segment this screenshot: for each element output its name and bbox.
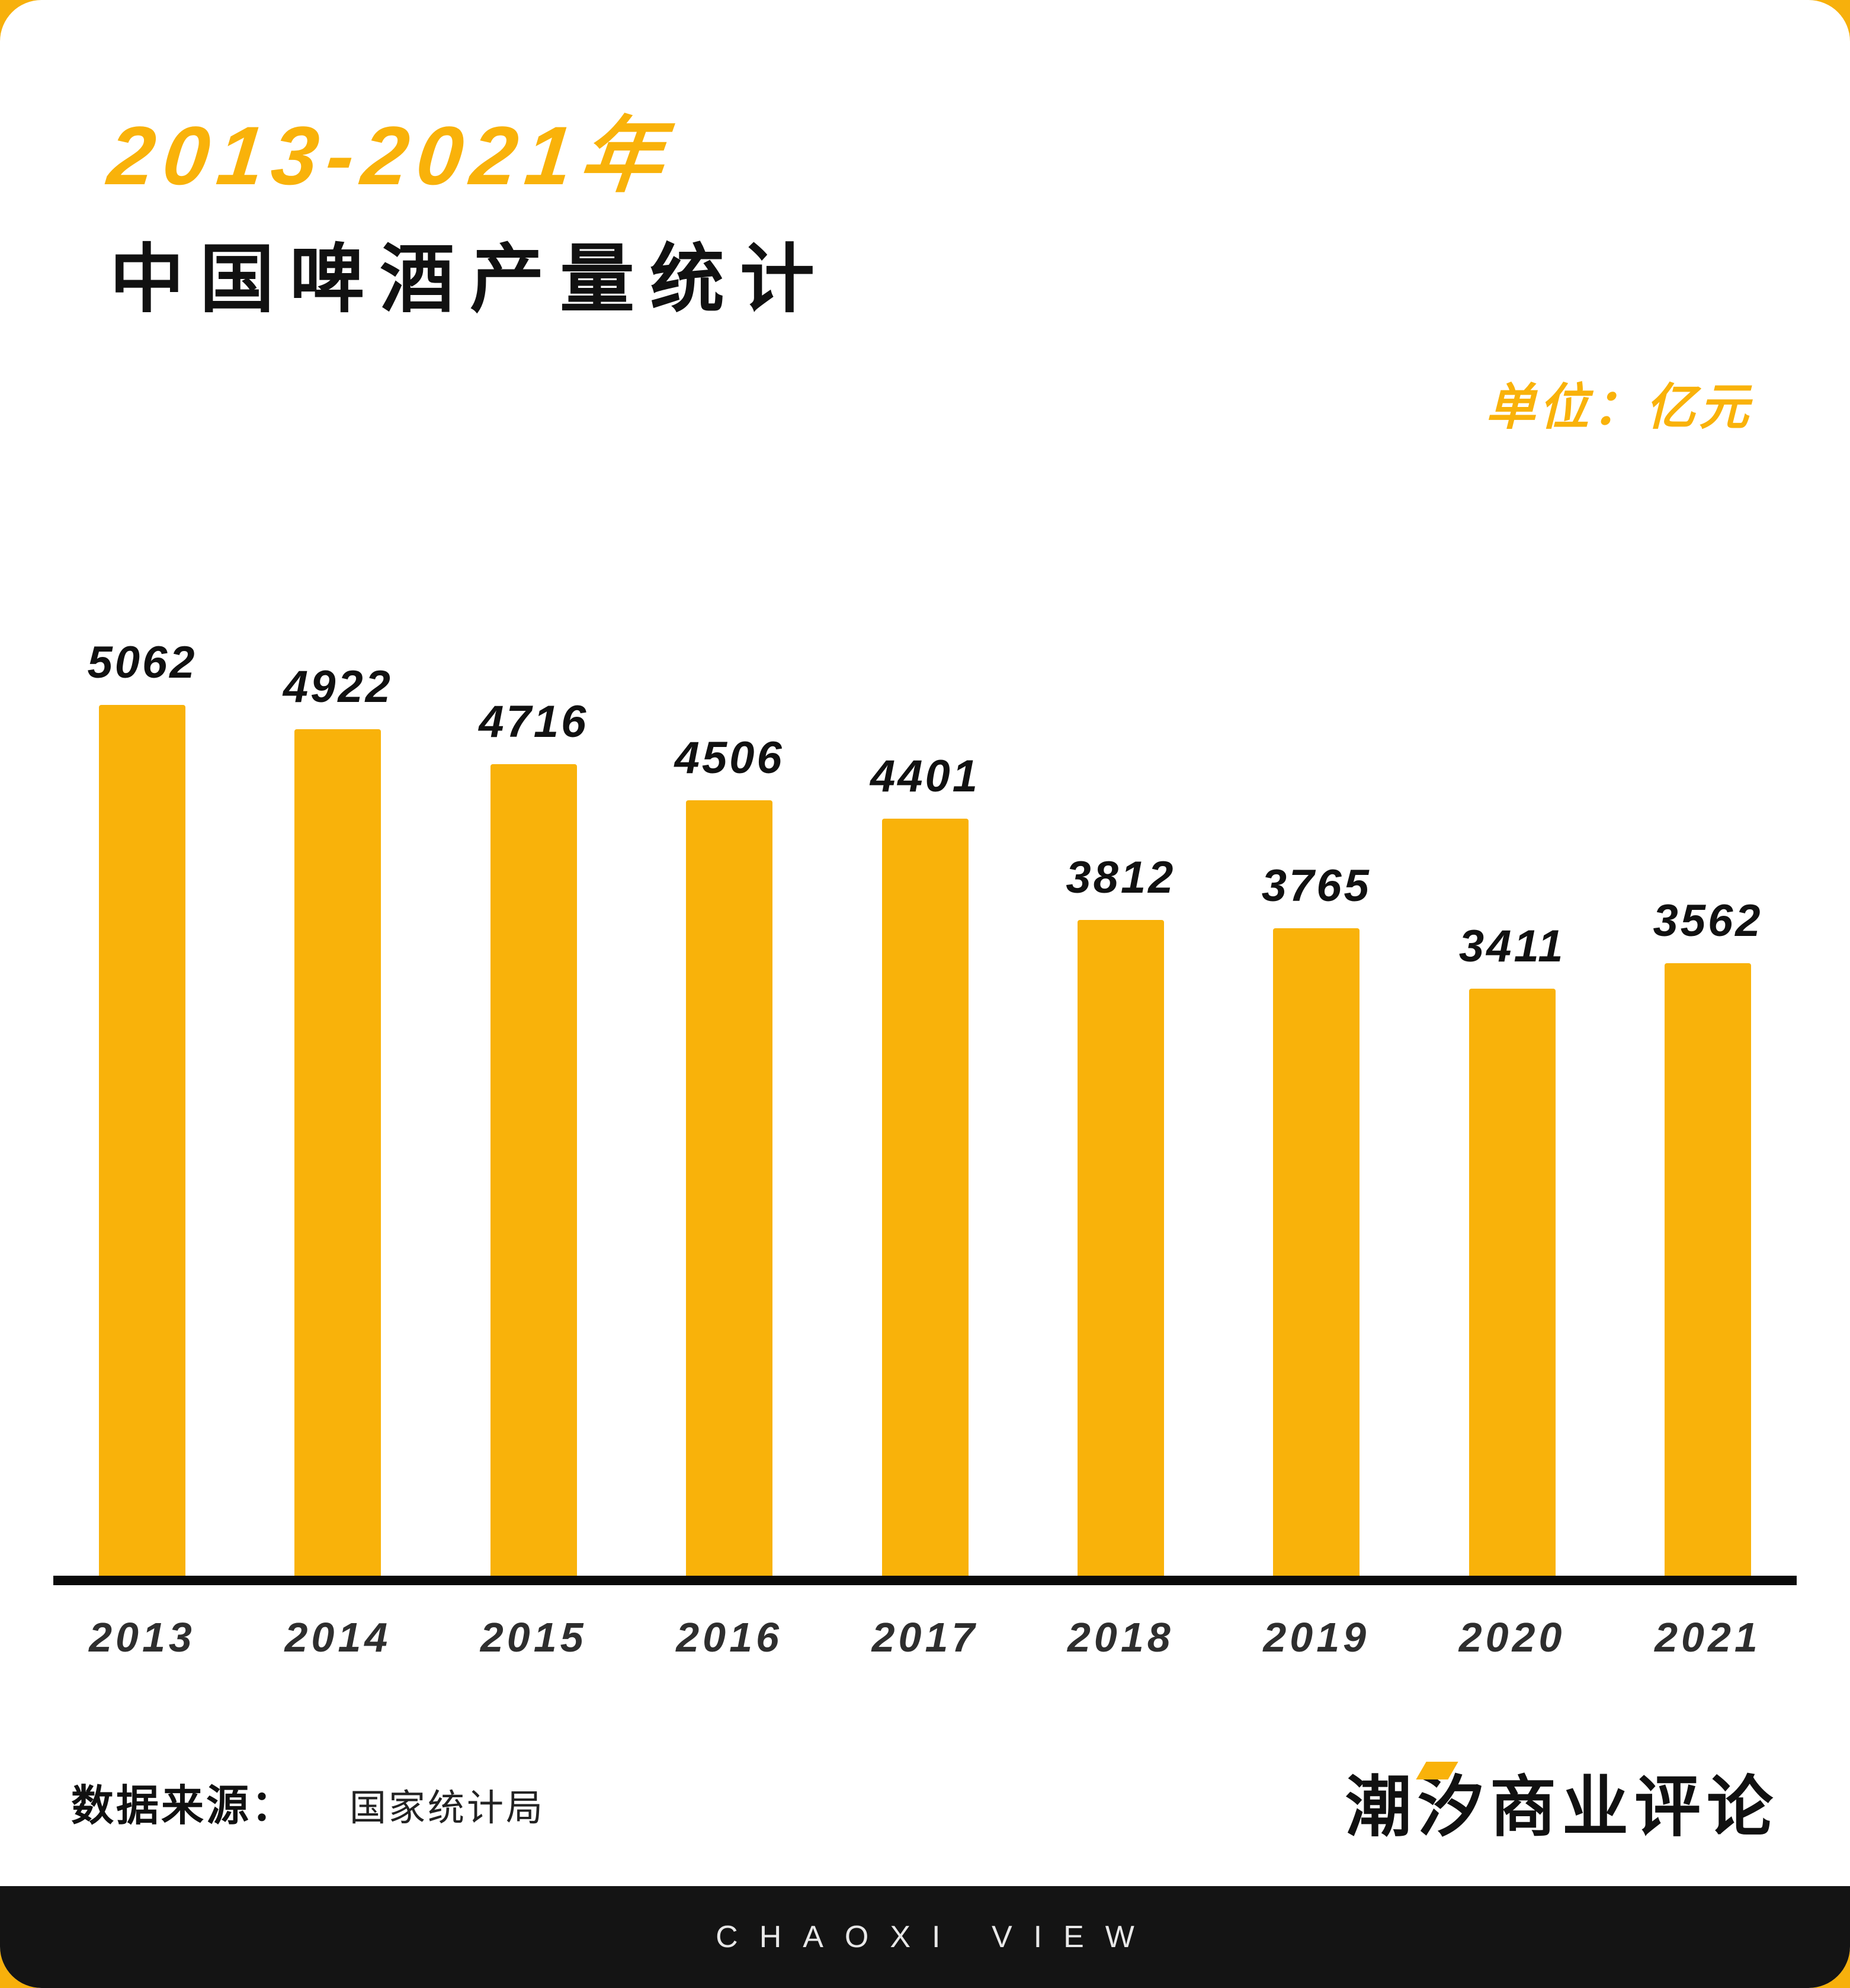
bar-column: 3812 [1032, 852, 1210, 1576]
bar [686, 800, 773, 1576]
year-labels: 2013 2014 2015 2016 2017 2018 2019 2020 2021 [53, 1614, 1797, 1661]
year-label: 2020 [1458, 1614, 1566, 1660]
unit-label: 单位：亿元 [1485, 379, 1752, 435]
bar [881, 819, 969, 1576]
year-label: 2016 [676, 1614, 783, 1660]
brand-logo: 潮汐商业评论 [1345, 1753, 1779, 1849]
bar [1665, 963, 1751, 1576]
bar-value-label: 3765 [1261, 861, 1371, 911]
bar [1469, 989, 1556, 1576]
bar [1273, 928, 1360, 1576]
bar [1077, 920, 1164, 1576]
bar-column: 5062 [53, 637, 231, 1576]
bar-column: 3562 [1619, 895, 1797, 1576]
page-title: 中国啤酒产量统计 [110, 238, 830, 321]
brand-logo-text: 潮汐商业评论 [1345, 1770, 1779, 1844]
bar-value-label: 4716 [479, 697, 589, 747]
bar [490, 764, 577, 1576]
data-source: 数据来源： 国家统计局 [71, 1771, 545, 1833]
bar-value-label: 3812 [1066, 852, 1176, 903]
footer-band: CHAOXI VIEW [0, 1886, 1850, 1988]
bar-value-label: 4401 [870, 751, 980, 801]
year-label: 2014 [284, 1614, 392, 1660]
bar-column: 3765 [1227, 860, 1405, 1576]
bar-column: 3411 [1423, 921, 1601, 1576]
year-label: 2015 [480, 1614, 587, 1660]
bar-column: 4922 [249, 661, 427, 1576]
year-label: 2019 [1263, 1614, 1370, 1660]
bar [294, 729, 381, 1576]
bar-value-label: 3562 [1653, 896, 1763, 946]
year-label: 2013 [89, 1614, 195, 1660]
bar-value-label: 4506 [674, 733, 784, 783]
bar [99, 705, 185, 1576]
source-row: 数据来源： 国家统计局 潮汐商业评论 [71, 1753, 1779, 1849]
bar-column: 4506 [640, 732, 818, 1576]
year-label: 2018 [1067, 1614, 1174, 1660]
bar-column: 4401 [836, 751, 1014, 1576]
bar-value-label: 5062 [87, 637, 197, 688]
year-label: 2021 [1655, 1614, 1761, 1660]
footer-band-text: CHAOXI VIEW [716, 1920, 1156, 1954]
title-years: 2013-2021年 [104, 109, 676, 202]
bar-value-label: 4922 [283, 662, 393, 712]
bars: 5062 4922 4716 4506 4401 3812 3765 3411 3562 [53, 616, 1797, 1585]
bar-value-label: 3411 [1458, 921, 1566, 971]
source-label: 数据来源： [71, 1782, 297, 1830]
bar-column: 4716 [445, 696, 623, 1576]
year-label: 2017 [871, 1614, 979, 1660]
source-value: 国家统计局 [350, 1787, 546, 1829]
bar-chart: 5062 4922 4716 4506 4401 3812 3765 3411 3562 201… [53, 616, 1797, 1661]
